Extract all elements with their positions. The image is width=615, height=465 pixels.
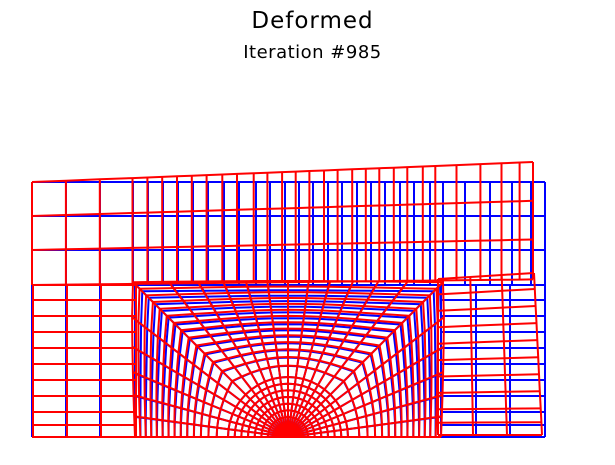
figure-title: Deformed — [251, 8, 374, 34]
deformed-grid-line — [287, 406, 341, 438]
iteration-label: Iteration #985 — [243, 42, 382, 63]
deformed-grid-line — [437, 288, 535, 296]
deformed-grid-line — [31, 161, 534, 183]
deformed-grid-line — [310, 280, 355, 382]
deformed-grid-line — [244, 393, 289, 438]
deformed-grid-line — [437, 407, 541, 411]
deformed-grid-line — [132, 281, 247, 396]
deformed-grid-line — [244, 280, 274, 380]
deformed-grid-line — [196, 280, 259, 386]
deformed-grid-line — [250, 388, 289, 438]
deformed-grid-line — [31, 238, 534, 251]
deformed-grid-line — [437, 322, 537, 329]
deformed-grid-line — [437, 421, 542, 424]
deformed-grid-line — [500, 274, 508, 436]
deformed-grid-line — [264, 381, 289, 438]
deformed-grid-line — [287, 413, 344, 438]
deformed-grid-line — [167, 281, 253, 391]
deformed-grid-line — [437, 356, 539, 362]
deformed-grid-line — [294, 280, 310, 378]
deformed-grid-line — [469, 276, 474, 436]
deformed-grid-line — [221, 280, 266, 382]
deformed-grid-line — [334, 316, 445, 402]
deformed-mesh — [31, 161, 543, 438]
deformed-grid-line — [329, 281, 444, 396]
deformed-grid-line — [323, 281, 409, 391]
deformed-grid-line — [133, 394, 231, 423]
deformed-grid-line — [279, 377, 289, 438]
deformed-grid-line — [317, 280, 380, 386]
deformed-grid-line — [287, 420, 347, 438]
deformed-grid-line — [302, 280, 332, 380]
deformed-grid-line — [31, 199, 534, 217]
deformed-grid-line — [132, 371, 233, 415]
deformed-grid-line — [287, 388, 326, 438]
deformed-grid-line — [437, 272, 535, 280]
deformed-grid-line — [228, 428, 289, 438]
deformed-grid-line — [437, 373, 540, 378]
deformed-grid-line — [266, 280, 282, 378]
deformed-grid-line — [287, 381, 312, 438]
deformed-grid-line — [287, 399, 337, 438]
deformed-grid-line — [437, 339, 538, 345]
deformed-grid-line — [287, 378, 305, 438]
deformed-grid-line — [271, 378, 289, 438]
deformed-grid-line — [232, 413, 289, 438]
deformed-grid-line — [229, 420, 289, 438]
deformed-grid-line — [287, 377, 297, 438]
deformed-grid-line — [437, 390, 540, 394]
deformed-grid-line — [437, 305, 536, 312]
deformed-grid-line — [257, 384, 289, 438]
deformed-grid-line — [343, 371, 444, 415]
deformed-grid-line — [239, 399, 289, 438]
deformed-grid-line — [339, 345, 445, 408]
deformed-grid-line — [235, 406, 289, 438]
deformed-grid-line — [131, 345, 237, 408]
deformed-grid-line — [134, 415, 229, 431]
deformed-grid-line — [131, 316, 242, 402]
deformed-grid-line — [345, 394, 443, 423]
deformed-grid-line — [287, 384, 319, 438]
deformed-grid-line — [347, 415, 442, 431]
deformed-grid-line — [533, 272, 543, 436]
deformed-grid-line — [287, 428, 348, 438]
deformed-grid-line — [287, 393, 332, 438]
